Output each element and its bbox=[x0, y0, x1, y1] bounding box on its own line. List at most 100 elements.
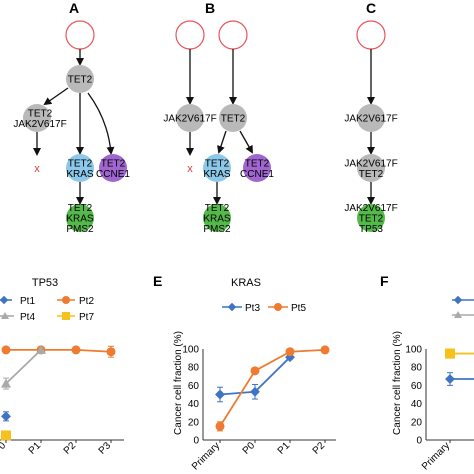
node-jak2-tet2-c bbox=[357, 154, 385, 182]
legend-marker bbox=[454, 311, 462, 318]
legend-marker bbox=[453, 295, 463, 305]
plot-area bbox=[445, 348, 474, 386]
legend-label: Pt7 bbox=[79, 312, 94, 323]
legend: Pt1 Pt2 Pt4 Pt7 bbox=[0, 295, 94, 323]
node-label-line: JAK2V617F bbox=[344, 158, 397, 169]
node-label-line: TET2 bbox=[245, 158, 270, 169]
panel-letter-c: C bbox=[366, 0, 376, 16]
legend-marker-pt1 bbox=[0, 295, 9, 305]
data-point bbox=[36, 344, 46, 354]
legend-label: Pt4 bbox=[20, 312, 35, 323]
node-label-line: TET2 bbox=[359, 214, 384, 225]
node-tet2-kras-b bbox=[203, 154, 231, 182]
edge bbox=[43, 87, 69, 106]
y-tick-labels: 0 20 40 60 80 100 bbox=[405, 345, 422, 447]
panel-letter-a: A bbox=[69, 0, 79, 16]
data-point bbox=[250, 386, 260, 397]
series-line bbox=[5, 349, 42, 385]
chart-d: TP53 Pt1 Pt2 Pt4 Pt7 P0 P1 P2 P3 bbox=[0, 277, 124, 457]
node-label-line: KRAS bbox=[66, 214, 94, 225]
y-tick-label: 80 bbox=[411, 363, 423, 374]
node-label: TET2 KRAS PMS2 bbox=[203, 203, 231, 235]
data-point bbox=[285, 347, 295, 357]
legend bbox=[452, 295, 474, 318]
legend-label: Pt5 bbox=[291, 303, 306, 314]
root-node-b2 bbox=[218, 20, 248, 50]
root-node-a bbox=[65, 20, 95, 50]
y-tick-label: 60 bbox=[188, 381, 200, 392]
panel-letter-f: F bbox=[380, 273, 389, 289]
node-label-line: JAK2V617F bbox=[163, 114, 216, 125]
series-line bbox=[6, 349, 112, 353]
tree-c: C JAK2V617F JAK2V617F TET2 JAK2V617F TET2 T… bbox=[344, 0, 397, 235]
node-label-line: TET2 bbox=[205, 203, 230, 214]
chart-title: KRAS bbox=[231, 277, 261, 289]
y-tick-labels: 0 20 40 60 80 100 bbox=[182, 345, 199, 447]
node-label: TET2 bbox=[68, 75, 93, 86]
node-label: JAK2V617F TET2 TP53 bbox=[344, 203, 397, 235]
node-label-line: KRAS bbox=[203, 214, 231, 225]
node-tet2-kras-pms2-b bbox=[203, 204, 231, 232]
y-tick-label: 100 bbox=[182, 345, 199, 356]
plot-area bbox=[1, 344, 116, 441]
root-node-c bbox=[356, 20, 386, 50]
chart-title: TP53 bbox=[32, 277, 58, 289]
legend-marker-pt3 bbox=[227, 302, 237, 312]
node-label-line: TET2 bbox=[101, 158, 126, 169]
y-axis-label: Cancer cell fraction (%) bbox=[392, 331, 403, 435]
node-label-line: CCNE1 bbox=[240, 169, 274, 180]
y-tick-label: 40 bbox=[411, 399, 423, 410]
node-tet2-kras-a bbox=[66, 154, 94, 182]
x-tick-label: P0 bbox=[0, 440, 8, 457]
node-tet2-ccne1-a bbox=[99, 154, 127, 182]
node-label: JAK2V617F bbox=[163, 114, 216, 125]
legend-label: Pt2 bbox=[79, 296, 94, 307]
node-label: TET2 KRAS bbox=[66, 158, 94, 180]
node-jak2-tet2-tp53-c bbox=[357, 204, 385, 232]
data-point bbox=[106, 347, 116, 357]
data-point bbox=[215, 421, 225, 431]
legend: Pt3 Pt5 bbox=[222, 302, 306, 314]
node-label-line: TET2 bbox=[205, 158, 230, 169]
legend-marker-pt4 bbox=[1, 312, 9, 319]
data-point bbox=[71, 345, 81, 355]
node-label-line: TET2 bbox=[68, 75, 93, 86]
node-label-line: TET2 bbox=[221, 114, 246, 125]
node-label-line: KRAS bbox=[66, 169, 94, 180]
node-label: TET2 KRAS PMS2 bbox=[66, 203, 94, 235]
root-node-b1 bbox=[175, 20, 205, 50]
extinct-mark: x bbox=[187, 163, 193, 175]
x-tick-label: Primary bbox=[420, 440, 452, 472]
data-point bbox=[1, 378, 11, 388]
data-point bbox=[445, 374, 455, 384]
y-tick-label: 0 bbox=[193, 436, 199, 447]
y-tick-label: 20 bbox=[188, 417, 200, 428]
node-label-line: JAK2V617F bbox=[344, 203, 397, 214]
node-label-line: PMS2 bbox=[203, 224, 231, 235]
edge bbox=[87, 92, 115, 155]
chart-f: F Cancer cell fraction (%) 020406080100 … bbox=[380, 273, 474, 472]
node-label: TET2 bbox=[221, 114, 246, 125]
node-tet2-b bbox=[219, 104, 247, 132]
node-jak2-b bbox=[176, 104, 204, 132]
node-tet2-jak2-a bbox=[23, 104, 51, 132]
node-label-line: TET2 bbox=[68, 203, 93, 214]
y-tick-label: 80 bbox=[188, 363, 200, 374]
legend-label: Pt1 bbox=[20, 296, 35, 307]
tree-a: A TET2 TET2 JAK2V617F x TET2 KRAS TET2 CCNE… bbox=[13, 0, 130, 235]
x-tick-labels: Primary bbox=[420, 440, 452, 472]
node-tet2-a bbox=[66, 65, 94, 93]
legend-marker-pt5 bbox=[274, 303, 282, 311]
x-tick-labels: P0 P1 P2 P3 bbox=[0, 440, 113, 457]
node-label: TET2 CCNE1 bbox=[240, 158, 274, 180]
data-point bbox=[215, 389, 225, 400]
edge bbox=[217, 130, 227, 154]
panel-letter-e: E bbox=[153, 273, 162, 289]
node-jak2-c bbox=[357, 104, 385, 132]
chart-e: E KRAS Pt3 Pt5 Cancer cell fraction (%) … bbox=[153, 273, 336, 472]
data-point bbox=[1, 345, 11, 355]
node-label: TET2 JAK2V617F bbox=[13, 108, 66, 130]
legend-marker-pt7 bbox=[62, 312, 70, 320]
data-point bbox=[320, 345, 330, 355]
